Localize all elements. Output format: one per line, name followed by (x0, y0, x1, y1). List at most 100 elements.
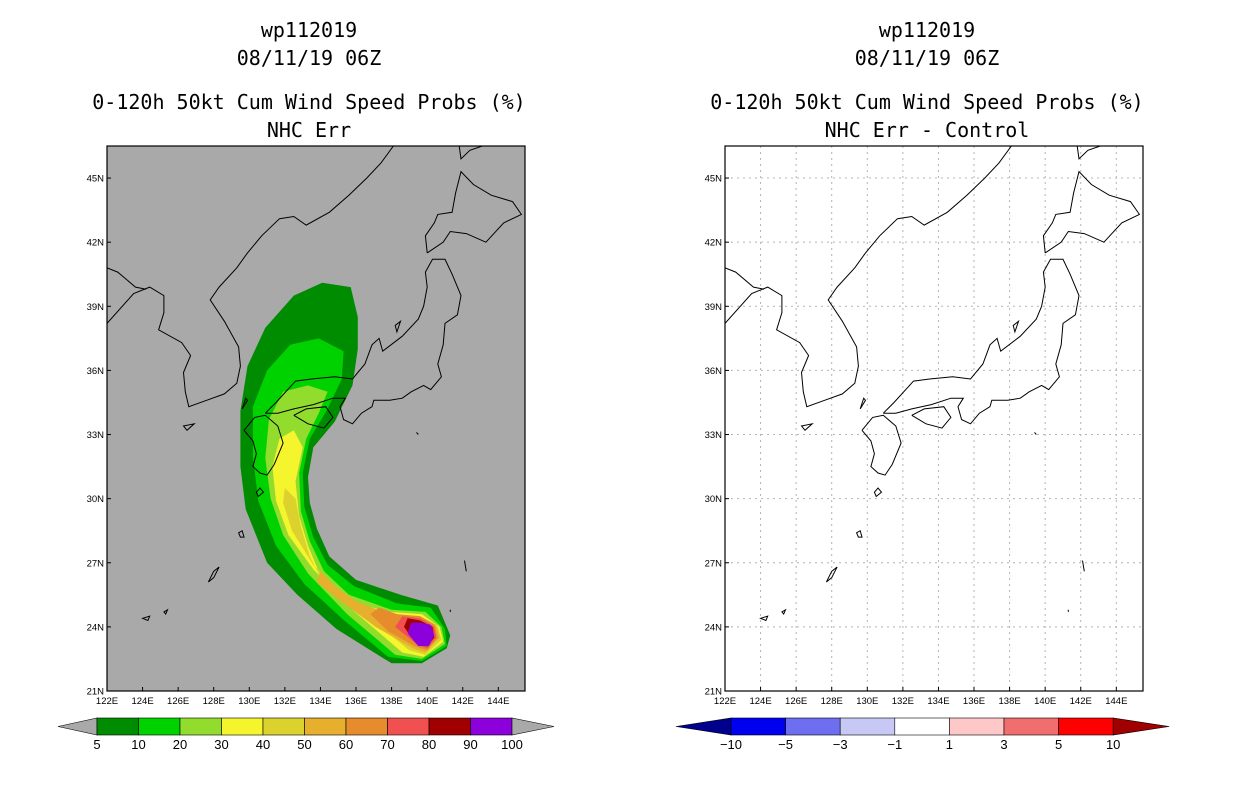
left-ytick-label-36N: 36N (87, 366, 105, 377)
right-coastline-chinaInner (725, 267, 765, 290)
right-title-line-4: NHC Err - Control (824, 118, 1030, 142)
colorbar-bin-7 (1058, 717, 1114, 736)
right-xtick-label-140E: 140E (1034, 696, 1056, 707)
right-xtick-label-138E: 138E (999, 696, 1021, 707)
colorbar-bin-10 (138, 717, 181, 736)
right-ytick-label-39N: 39N (705, 302, 723, 313)
left-ytick-label-21N: 21N (87, 687, 105, 698)
colorbar-left-arrow (57, 717, 98, 736)
right-coastline-kyushu (861, 414, 902, 476)
colorbar-label-10: 10 (131, 737, 145, 752)
right-ytick-label-27N: 27N (705, 558, 723, 569)
left-coastline-kyushu (243, 414, 284, 476)
colorbar-label--5: −5 (778, 737, 793, 752)
left-ytick-label-30N: 30N (87, 494, 105, 505)
right-coastline-hokkaido (1042, 170, 1141, 254)
left-ytick-label-45N: 45N (87, 174, 105, 185)
left-xtick-label-124E: 124E (131, 696, 153, 707)
right-island-4 (781, 608, 787, 616)
right-island-5 (859, 397, 867, 410)
left-coastline-koreaChina (107, 146, 394, 408)
right-xtick-label-134E: 134E (927, 696, 949, 707)
left-coastline-honshu (264, 258, 462, 425)
left-island-9 (464, 560, 467, 572)
left-island-6 (182, 422, 196, 432)
left-xtick-label-130E: 130E (238, 696, 260, 707)
left-ytick-label-39N: 39N (87, 302, 105, 313)
left-colorbar: 5 10 20 30 40 50 60 70 80 90 100 (57, 717, 555, 752)
colorbar-label-70: 70 (380, 737, 394, 752)
left-title-line-1: wp112019 (260, 18, 358, 42)
left-island-1 (237, 529, 245, 538)
right-title-line-3: 0-120h 50kt Cum Wind Speed Probs (%) (710, 90, 1144, 114)
colorbar-bin-6 (1003, 717, 1059, 736)
right-island-3 (759, 615, 769, 622)
right-xtick-label-142E: 142E (1070, 696, 1092, 707)
colorbar-label-5: 5 (1055, 737, 1062, 752)
right-island-9 (1082, 560, 1085, 572)
left-title-line-4: NHC Err (266, 118, 352, 142)
right-xtick-label-124E: 124E (749, 696, 771, 707)
left-ytick-label-42N: 42N (87, 238, 105, 249)
right-island-0 (873, 487, 883, 498)
colorbar-bin-80 (428, 717, 471, 736)
colorbar-bin-5 (949, 717, 1005, 736)
colorbar-label-5: 5 (93, 737, 100, 752)
right-map-content (725, 146, 1143, 691)
right-island-8 (1034, 432, 1037, 435)
left-title-line-2: 08/11/19 06Z (236, 46, 382, 70)
left-coastline-sakhalin (458, 146, 483, 160)
right-ytick-label-30N: 30N (705, 494, 723, 505)
right-ytick-label-36N: 36N (705, 366, 723, 377)
left-title-line-3: 0-120h 50kt Cum Wind Speed Probs (%) (92, 90, 526, 114)
right-island-6 (800, 422, 814, 432)
colorbar-bin-60 (345, 717, 388, 736)
left-xtick-label-132E: 132E (274, 696, 296, 707)
colorbar-label-80: 80 (422, 737, 436, 752)
right-ytick-label-42N: 42N (705, 238, 723, 249)
right-coastline-honshu (882, 258, 1080, 425)
colorbar-bin-4 (894, 717, 950, 736)
right-island-2 (825, 566, 838, 583)
left-coastline-shikoku (293, 406, 334, 429)
left-coastline-chinaInner (107, 267, 147, 290)
colorbar-right-arrow (511, 717, 555, 736)
right-map-frame (724, 145, 1144, 692)
colorbar-label-30: 30 (214, 737, 228, 752)
right-ytick-label-21N: 21N (705, 687, 723, 698)
left-xtick-label-144E: 144E (487, 696, 509, 707)
colorbar-bin-3 (839, 717, 896, 736)
colorbar-bin-40 (262, 717, 305, 736)
right-colorbar: −10 −5 −3 −1 1 3 5 10 (675, 717, 1170, 752)
right-island-7 (1012, 319, 1020, 334)
left-xtick-label-140E: 140E (416, 696, 438, 707)
right-xtick-label-144E: 144E (1105, 696, 1127, 707)
colorbar-label-20: 20 (173, 737, 187, 752)
colorbar-bin-5 (96, 717, 139, 736)
left-map-content (107, 146, 523, 664)
left-ytick-label-33N: 33N (87, 430, 105, 441)
left-island-7 (394, 319, 402, 334)
colorbar-bin-2 (785, 717, 841, 736)
right-coastline-koreaChina (725, 146, 1012, 408)
right-ytick-label-33N: 33N (705, 430, 723, 441)
left-xtick-label-126E: 126E (167, 696, 189, 707)
right-ytick-label-24N: 24N (705, 622, 723, 633)
right-xtick-label-132E: 132E (892, 696, 914, 707)
colorbar-bin-20 (179, 717, 222, 736)
colorbar-label-1: 1 (946, 737, 953, 752)
left-xtick-label-142E: 142E (452, 696, 474, 707)
colorbar-bin-30 (221, 717, 264, 736)
left-island-4 (163, 608, 169, 616)
left-island-2 (207, 566, 220, 583)
colorbar-bin-90 (470, 717, 513, 736)
right-xtick-label-130E: 130E (856, 696, 878, 707)
left-coastline-hokkaido (424, 170, 523, 254)
right-title-line-1: wp112019 (878, 18, 976, 42)
left-island-0 (255, 487, 265, 498)
left-island-5 (241, 397, 249, 410)
colorbar-label-40: 40 (256, 737, 270, 752)
right-coastline-sakhalin (1076, 146, 1101, 160)
right-coastline-shikoku (911, 406, 952, 429)
